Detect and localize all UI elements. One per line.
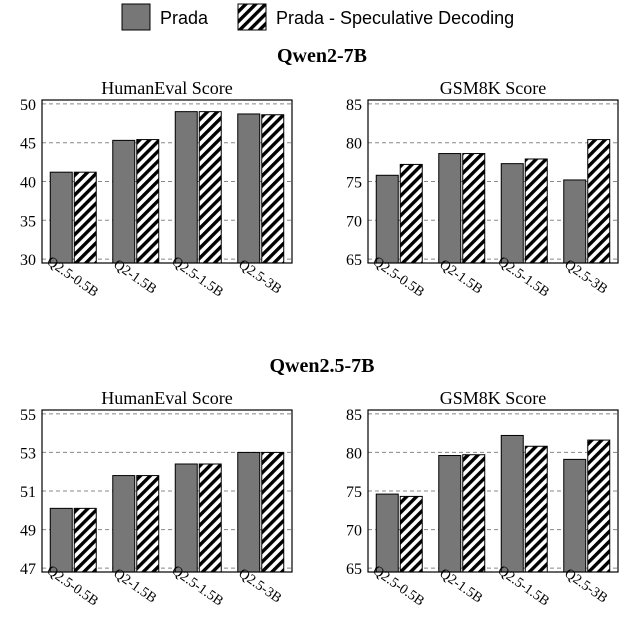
y-tick-label: 75: [346, 484, 362, 501]
bar-prada: [112, 475, 136, 573]
legend-swatch-prada: [121, 3, 151, 31]
y-tick-label: 65: [346, 561, 362, 578]
bar-prada: [375, 174, 399, 264]
plot-frame: [367, 409, 619, 573]
bar-speculative: [261, 451, 285, 573]
chart-title: HumanEval Score: [101, 78, 232, 98]
bar-speculative: [198, 111, 222, 264]
bar-speculative: [136, 475, 160, 573]
bar-speculative: [462, 153, 486, 264]
bar-prada: [375, 493, 399, 573]
chart-title: HumanEval Score: [101, 388, 232, 408]
chart-title: GSM8K Score: [440, 78, 547, 98]
y-tick-label: 51: [20, 484, 36, 501]
y-tick-label: 50: [20, 97, 36, 114]
y-tick-label: 55: [20, 407, 36, 424]
bar-speculative: [524, 158, 548, 264]
group-title-top: Qwen2-7B: [277, 45, 367, 67]
y-tick-label: 85: [346, 97, 362, 114]
bar-prada: [237, 113, 261, 264]
bar-prada: [174, 111, 198, 264]
plot-frame: [41, 99, 293, 264]
plot-frame: [367, 99, 619, 264]
bar-prada: [237, 451, 261, 573]
y-tick-label: 65: [346, 252, 362, 269]
bar-prada: [500, 163, 524, 264]
y-tick-label: 85: [346, 407, 362, 424]
y-tick-label: 40: [20, 175, 36, 192]
y-tick-label: 80: [346, 445, 362, 462]
bar-prada: [174, 463, 198, 573]
legend-label-speculative: Prada - Speculative Decoding: [276, 8, 514, 28]
bar-speculative: [399, 163, 423, 264]
bar-prada: [49, 507, 73, 573]
legend-swatch-speculative: [237, 3, 267, 31]
bar-prada: [438, 455, 462, 573]
bar-speculative: [462, 454, 486, 573]
y-tick-label: 49: [20, 523, 36, 540]
group-title-bottom: Qwen2.5-7B: [270, 355, 375, 377]
bar-prada: [112, 139, 136, 264]
bar-prada: [500, 434, 524, 573]
chart-title: GSM8K Score: [440, 388, 547, 408]
bar-speculative: [198, 463, 222, 573]
y-tick-label: 45: [20, 136, 36, 153]
y-tick-label: 35: [20, 213, 36, 230]
bar-speculative: [261, 114, 285, 264]
bar-speculative: [587, 439, 611, 573]
y-tick-label: 53: [20, 445, 36, 462]
bar-prada: [438, 153, 462, 264]
bar-prada: [563, 458, 587, 573]
bar-speculative: [136, 139, 160, 264]
bar-speculative: [587, 139, 611, 264]
bar-speculative: [73, 507, 97, 573]
y-tick-label: 30: [20, 252, 36, 269]
legend-label-prada: Prada: [160, 8, 209, 28]
plot-frame: [41, 409, 293, 573]
y-tick-label: 47: [20, 561, 36, 578]
legend: Prada Prada - Speculative Decoding: [121, 3, 514, 31]
bar-speculative: [524, 445, 548, 573]
y-tick-label: 80: [346, 136, 362, 153]
bar-prada: [563, 179, 587, 264]
bar-speculative: [399, 495, 423, 573]
y-tick-label: 70: [346, 213, 362, 230]
y-tick-label: 70: [346, 523, 362, 540]
y-tick-label: 75: [346, 175, 362, 192]
bar-prada: [49, 171, 73, 264]
bar-speculative: [73, 171, 97, 264]
